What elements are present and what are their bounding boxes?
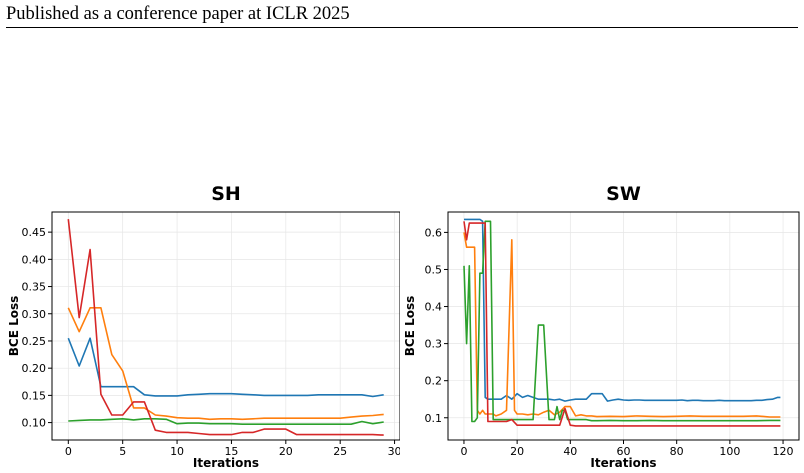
chart-sh-xtick-label-3: 15 <box>224 445 238 458</box>
chart-sw-xtick-label-2: 40 <box>563 445 577 458</box>
chart-sw-ytick-label-1: 0.2 <box>425 375 443 388</box>
chart-sh-xtick-label-2: 10 <box>170 445 184 458</box>
chart-sw-ytick-label-2: 0.3 <box>425 338 443 351</box>
chart-sw-ytick-label-3: 0.4 <box>425 301 443 314</box>
chart-sh-series-line-2 <box>68 418 384 425</box>
chart-sh-series-line-1 <box>67 307 384 421</box>
chart-sh-title: SH <box>211 183 241 205</box>
header-rule <box>6 27 798 28</box>
chart-sh-series-line-0 <box>67 337 384 398</box>
chart-sh-ytick-label-6: 0.40 <box>22 253 47 266</box>
chart-sh-ytick-label-1: 0.15 <box>22 389 47 402</box>
chart-sw-xtick-label-5: 100 <box>719 445 740 458</box>
chart-sw-xtick-label-6: 120 <box>773 445 794 458</box>
chart-sh-plot-frame <box>51 211 400 441</box>
chart-sh-xtick-label-1: 5 <box>119 445 126 458</box>
chart-sh-xtick-label-4: 20 <box>279 445 293 458</box>
chart-sh-xtick-label-0: 0 <box>65 445 72 458</box>
chart-sh: 0 5 10 15 20 25 30 0.10 0.15 0.20 0.25 0.30 0.35 0.40… <box>7 183 400 470</box>
chart-sw-ytick-label-0: 0.1 <box>425 412 443 425</box>
chart-sh-ytick-label-0: 0.10 <box>22 417 47 430</box>
chart-sw-ylabel: BCE Loss <box>403 296 417 357</box>
chart-sw-ytick-label-4: 0.5 <box>425 263 443 276</box>
chart-sh-xlabel: Iterations <box>193 456 259 470</box>
chart-sw-ytick-label-5: 0.6 <box>425 226 443 239</box>
chart-sh-series-line-3 <box>67 219 384 436</box>
chart-sh-xtick-label-6: 30 <box>388 445 400 458</box>
chart-sw-xtick-label-4: 80 <box>670 445 684 458</box>
chart-sh-ytick-label-5: 0.35 <box>22 281 47 294</box>
chart-sw-xlabel: Iterations <box>590 456 656 470</box>
running-header: Published as a conference paper at ICLR … <box>6 4 350 24</box>
chart-sh-ylabel: BCE Loss <box>7 296 21 357</box>
chart-sw-xtick-label-1: 20 <box>510 445 524 458</box>
chart-sw-series-line-3 <box>463 221 781 427</box>
chart-sw-title: SW <box>606 183 641 205</box>
chart-sw-series-line-1 <box>463 232 781 418</box>
chart-sh-ytick-label-3: 0.25 <box>22 335 47 348</box>
chart-sh-ytick-label-7: 0.45 <box>22 226 47 239</box>
chart-sh-ytick-label-2: 0.20 <box>22 362 47 375</box>
chart-sw-series-line-2 <box>463 220 781 423</box>
chart-sh-ytick-label-4: 0.30 <box>22 308 47 321</box>
chart-sw-xtick-label-3: 60 <box>617 445 631 458</box>
chart-sh-xtick-label-5: 25 <box>333 445 347 458</box>
chart-sw-xtick-label-0: 0 <box>460 445 467 458</box>
